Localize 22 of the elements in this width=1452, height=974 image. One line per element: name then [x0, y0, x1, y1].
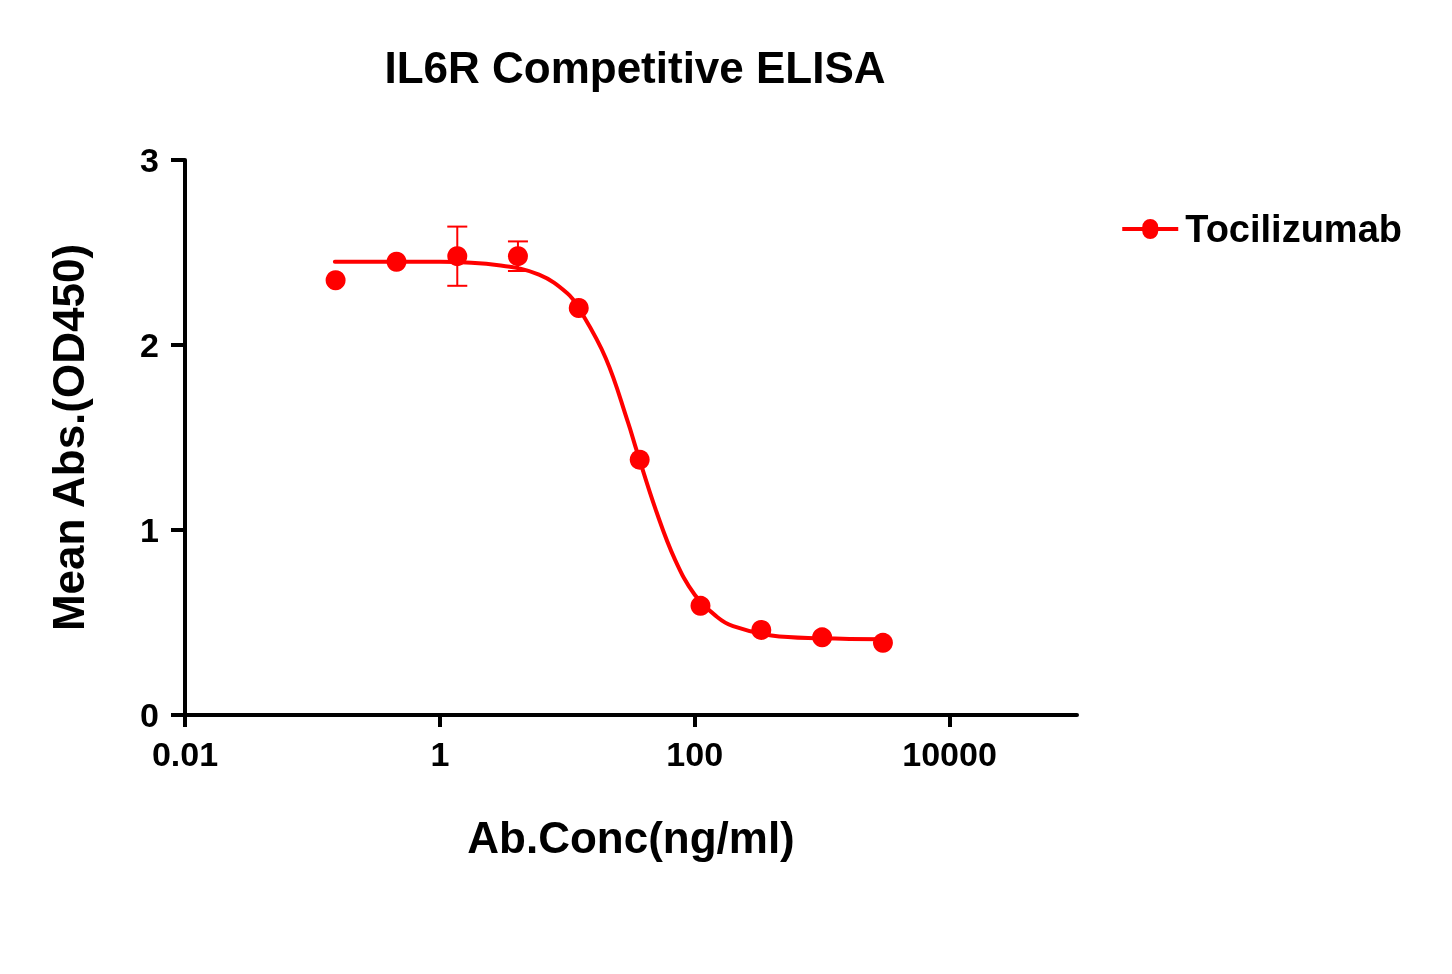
point — [568, 298, 589, 318]
point — [386, 251, 407, 272]
point — [325, 270, 346, 291]
point — [812, 627, 833, 648]
y-tick-label: 0 — [140, 696, 159, 734]
point — [447, 246, 468, 267]
point — [751, 619, 772, 640]
x-tick-label: 1 — [430, 735, 450, 773]
x-axis-title: Ab.Conc(ng/ml) — [467, 812, 795, 862]
legend-label: Tocilizumab — [1185, 208, 1403, 250]
point — [872, 632, 893, 653]
point — [507, 246, 528, 267]
y-tick-label: 1 — [140, 511, 159, 549]
chart-title: IL6R Competitive ELISA — [384, 42, 886, 92]
point — [690, 595, 711, 616]
x-tick-label: 100 — [666, 735, 724, 773]
y-axis-title: Mean Abs.(OD450) — [43, 243, 93, 632]
y-tick-label: 3 — [140, 141, 159, 179]
point — [629, 449, 650, 470]
x-tick-label: 10000 — [902, 735, 997, 773]
y-tick-label: 2 — [140, 326, 159, 364]
x-tick-label: 0.01 — [151, 735, 219, 773]
